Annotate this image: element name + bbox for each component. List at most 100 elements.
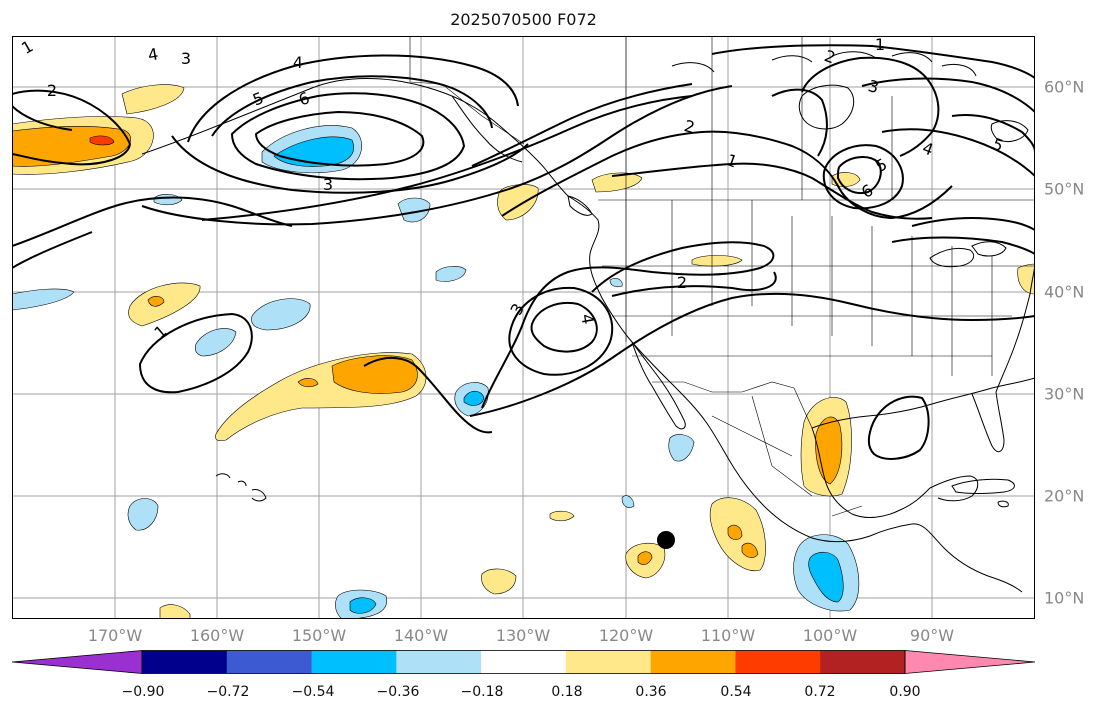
contour-aleutian-4 xyxy=(211,75,493,137)
colorbar-bin-max-extend xyxy=(904,650,1035,674)
contour-4-labrador xyxy=(881,128,1035,177)
contour-2-southern xyxy=(363,357,493,434)
map-panel: 1 2 3 4 5 6 1 2 3 4 5 6 1 2 3 4 1 2 3 4 … xyxy=(12,36,1035,619)
contours xyxy=(12,44,1035,460)
longitude-label: 100°W xyxy=(802,626,858,645)
us-states-grid xyxy=(602,200,1035,376)
colorbar-bin-min-extend xyxy=(12,650,143,674)
contour-2-nw-pac xyxy=(12,105,73,131)
colorbar-tick-label: −0.72 xyxy=(206,684,250,700)
location-marker-dot xyxy=(657,531,675,549)
colorbar-tick-label: −0.90 xyxy=(121,684,165,700)
colorbar-tick-label: −0.54 xyxy=(291,684,335,700)
contour-east-canada-2 xyxy=(891,236,1035,255)
weather-map: 1 2 3 4 5 6 1 2 3 4 5 6 1 2 3 4 1 2 3 4 … xyxy=(12,36,1035,619)
anomaly-orange-mid-1 xyxy=(147,296,165,307)
contour-label: 3 xyxy=(866,76,881,97)
contour-label: 1 xyxy=(875,36,885,54)
latitude-label: 60°N xyxy=(1044,77,1085,97)
anomaly-blue-central-dark xyxy=(463,390,485,406)
political-borders xyxy=(409,36,1035,517)
contour-4-upper-low xyxy=(530,302,598,353)
colorbar-tick-label: 0.54 xyxy=(720,684,752,700)
colorbar-bins xyxy=(12,650,1035,674)
contour-label: 3 xyxy=(323,175,333,194)
anomaly-blue-hawaii-west xyxy=(127,498,159,531)
colorbar-tick-label: −0.36 xyxy=(376,684,420,700)
anomaly-blue-tropic-south-dark xyxy=(349,597,377,614)
anomaly-yellow-small-2 xyxy=(591,172,643,193)
cuba xyxy=(951,478,1015,494)
north-america-west-coast xyxy=(567,195,1023,593)
anomaly-orange-tropic-3b xyxy=(741,542,759,558)
contour-label: 2 xyxy=(682,116,697,137)
anomaly-blue-mid-2 xyxy=(194,328,237,357)
alaska-aleutian-coast xyxy=(141,77,569,197)
contour-label: 4 xyxy=(577,312,597,325)
colorbar-frame xyxy=(141,650,906,674)
contour-east-4 xyxy=(771,88,828,157)
anomaly-blue-small-3 xyxy=(435,266,467,282)
newfoundland-coast xyxy=(990,120,1029,143)
contour-4-pac xyxy=(201,95,693,221)
gulf-coast xyxy=(811,377,1035,429)
anomaly-blue-tiny-2 xyxy=(609,278,623,288)
anomaly-yellow-tropic-4 xyxy=(481,568,517,595)
latitude-label: 40°N xyxy=(1044,282,1085,302)
contour-hudson-1 xyxy=(711,44,1035,79)
anomaly-blue-mid-1 xyxy=(251,298,311,331)
contour-low-canada-5 xyxy=(822,144,904,210)
yucatan xyxy=(929,475,979,502)
anomaly-yellow-tropic-1 xyxy=(549,510,575,522)
contour-aleutian-6 xyxy=(254,110,425,167)
mexico-east-coast xyxy=(811,427,931,518)
anomaly-orange-small-central xyxy=(297,378,319,388)
anomaly-blue-tiny-1 xyxy=(621,495,635,508)
colorbar-bin xyxy=(650,650,736,674)
latitude-label: 50°N xyxy=(1044,179,1085,199)
baja-california xyxy=(631,341,686,430)
contour-1-northern-plains xyxy=(611,162,933,220)
colorbar-tick-label: 0.72 xyxy=(804,684,836,700)
shaded-anomalies xyxy=(12,84,1035,619)
latitude-label: 30°N xyxy=(1044,384,1085,404)
contour-2-west-coast xyxy=(501,130,953,220)
contour-aleutian-high-3 xyxy=(187,54,519,143)
contour-aleutian-5 xyxy=(230,92,466,181)
longitude-label: 150°W xyxy=(291,626,347,645)
contour-2-west-pac xyxy=(12,89,132,166)
contour-label: 4 xyxy=(146,44,159,64)
latitude-label: 20°N xyxy=(1044,486,1085,506)
anomaly-blue-small-1 xyxy=(397,197,431,223)
great-lakes-2 xyxy=(971,241,1007,257)
contour-label: 4 xyxy=(293,53,303,72)
anomaly-blue-west-edge xyxy=(12,288,75,311)
contour-label: 2 xyxy=(677,273,687,292)
canada-provinces xyxy=(625,36,893,200)
colorbar-bin xyxy=(396,650,482,674)
contour-3-north-pac-loop xyxy=(481,241,775,409)
colorbar-bin xyxy=(226,650,313,674)
contour-3-labrador xyxy=(861,77,1035,113)
colorbar-tick-label: −0.18 xyxy=(460,684,504,700)
colorbar-tick-label: 0.36 xyxy=(635,684,667,700)
map-frame xyxy=(12,36,1035,619)
longitude-label: 160°W xyxy=(189,626,245,645)
map-title: 2025070500 F072 xyxy=(450,10,597,29)
contour-hudson-2 xyxy=(801,56,940,157)
coastlines xyxy=(141,51,1035,593)
us-mexico-border xyxy=(652,381,813,429)
latitude-label: 10°N xyxy=(1044,588,1085,608)
contour-5-pac xyxy=(471,83,693,167)
longitude-label: 140°W xyxy=(393,626,449,645)
anomaly-orange-tropic-3a xyxy=(727,524,743,540)
longitude-label: 110°W xyxy=(700,626,756,645)
longitude-label: 130°W xyxy=(495,626,551,645)
contour-east-canada-1 xyxy=(911,217,1035,231)
contour-1-subtropical xyxy=(138,312,253,394)
contour-2-central-us xyxy=(611,271,777,297)
colorbar xyxy=(12,650,1035,674)
colorbar-bin xyxy=(565,650,652,674)
longitude-label: 120°W xyxy=(598,626,654,645)
contour-1-gulf xyxy=(867,395,930,460)
